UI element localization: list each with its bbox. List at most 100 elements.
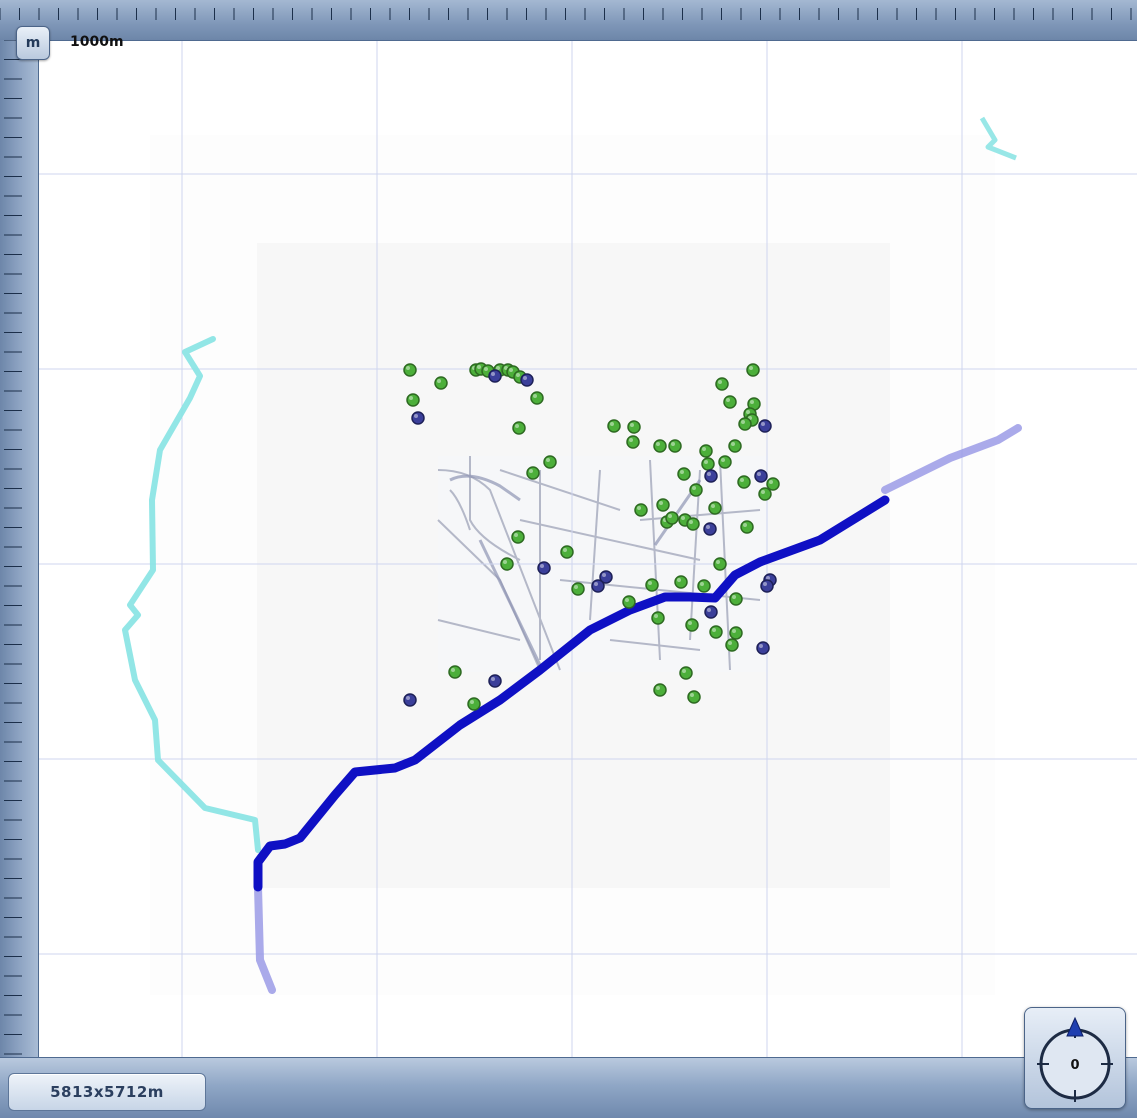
blue-poi-marker[interactable] <box>537 561 551 575</box>
green-poi-marker[interactable] <box>737 475 751 489</box>
green-poi-marker[interactable] <box>718 455 732 469</box>
green-poi-marker[interactable] <box>526 466 540 480</box>
map-canvas[interactable] <box>39 41 1137 1057</box>
green-poi-marker[interactable] <box>758 487 772 501</box>
green-poi-marker[interactable] <box>403 363 417 377</box>
blue-poi-marker[interactable] <box>520 373 534 387</box>
blue-poi-marker[interactable] <box>704 605 718 619</box>
green-poi-marker[interactable] <box>626 435 640 449</box>
green-poi-marker-highlight <box>515 424 519 428</box>
green-poi-marker[interactable] <box>448 665 462 679</box>
green-poi-marker-highlight <box>769 480 773 484</box>
blue-poi-marker[interactable] <box>411 411 425 425</box>
green-poi-marker-highlight <box>409 396 413 400</box>
green-poi-marker[interactable] <box>656 498 670 512</box>
green-poi-marker[interactable] <box>729 592 743 606</box>
green-poi-marker-highlight <box>704 460 708 464</box>
green-poi-marker-highlight <box>563 548 567 552</box>
blue-poi-marker[interactable] <box>703 522 717 536</box>
green-poi-marker[interactable] <box>668 439 682 453</box>
green-poi-marker[interactable] <box>665 511 679 525</box>
main-route[interactable] <box>253 495 890 892</box>
green-poi-marker[interactable] <box>679 666 693 680</box>
map-view[interactable] <box>39 41 1137 1057</box>
green-poi-marker-highlight <box>574 585 578 589</box>
green-poi-marker[interactable] <box>651 611 665 625</box>
blue-poi-marker-highlight <box>594 582 598 586</box>
green-poi-marker-highlight <box>503 560 507 564</box>
green-poi-marker[interactable] <box>766 477 780 491</box>
blue-poi-marker-highlight <box>763 582 767 586</box>
green-poi-marker[interactable] <box>746 363 760 377</box>
green-poi-marker[interactable] <box>725 638 739 652</box>
blue-poi-marker[interactable] <box>760 579 774 593</box>
green-poi-marker-highlight <box>516 373 520 377</box>
route-tail-south[interactable] <box>254 883 276 994</box>
blue-poi-marker-highlight <box>491 677 495 681</box>
blue-poi-marker[interactable] <box>756 641 770 655</box>
green-poi-marker[interactable] <box>571 582 585 596</box>
green-poi-marker[interactable] <box>406 393 420 407</box>
green-poi-marker[interactable] <box>697 579 711 593</box>
green-poi-marker[interactable] <box>653 683 667 697</box>
green-poi-marker[interactable] <box>607 419 621 433</box>
blue-poi-marker[interactable] <box>599 570 613 584</box>
green-poi-marker-highlight <box>656 442 660 446</box>
route-tail-east[interactable] <box>881 424 1022 494</box>
green-poi-marker[interactable] <box>699 444 713 458</box>
green-poi-marker[interactable] <box>715 377 729 391</box>
blue-poi-marker-highlight <box>757 472 761 476</box>
green-poi-marker[interactable] <box>634 503 648 517</box>
green-poi-marker[interactable] <box>645 578 659 592</box>
green-poi-marker[interactable] <box>674 575 688 589</box>
green-poi-marker[interactable] <box>728 439 742 453</box>
green-poi-marker[interactable] <box>530 391 544 405</box>
map-size-display[interactable]: 5813x5712m <box>8 1073 206 1111</box>
green-poi-marker[interactable] <box>677 467 691 481</box>
green-poi-marker[interactable] <box>653 439 667 453</box>
cyan-route[interactable] <box>122 336 261 853</box>
green-poi-marker[interactable] <box>689 483 703 497</box>
green-poi-marker[interactable] <box>543 455 557 469</box>
green-poi-marker[interactable] <box>500 557 514 571</box>
green-poi-marker[interactable] <box>627 420 641 434</box>
blue-poi-marker[interactable] <box>754 469 768 483</box>
green-poi-marker[interactable] <box>434 376 448 390</box>
green-poi-marker[interactable] <box>511 530 525 544</box>
green-poi-marker[interactable] <box>685 618 699 632</box>
green-poi-marker-highlight <box>451 668 455 672</box>
green-poi-marker[interactable] <box>622 595 636 609</box>
poi-markers[interactable] <box>403 362 780 711</box>
blue-poi-marker[interactable] <box>591 579 605 593</box>
compass-button[interactable]: 0 <box>1024 1007 1126 1109</box>
green-poi-marker[interactable] <box>701 457 715 471</box>
green-poi-marker-highlight <box>702 447 706 451</box>
green-poi-marker[interactable] <box>740 520 754 534</box>
blue-poi-marker[interactable] <box>758 419 772 433</box>
green-poi-marker[interactable] <box>709 625 723 639</box>
green-poi-marker-highlight <box>680 470 684 474</box>
green-poi-marker[interactable] <box>560 545 574 559</box>
green-poi-marker[interactable] <box>708 501 722 515</box>
green-poi-marker[interactable] <box>729 626 743 640</box>
green-poi-marker-highlight <box>732 595 736 599</box>
green-poi-marker[interactable] <box>723 395 737 409</box>
green-poi-marker-highlight <box>484 367 488 371</box>
green-poi-marker[interactable] <box>713 557 727 571</box>
green-poi-marker[interactable] <box>467 697 481 711</box>
blue-poi-marker[interactable] <box>704 469 718 483</box>
blue-poi-marker-highlight <box>761 422 765 426</box>
green-poi-marker[interactable] <box>686 517 700 531</box>
blue-poi-marker[interactable] <box>488 369 502 383</box>
blue-poi-marker[interactable] <box>488 674 502 688</box>
green-poi-marker-highlight <box>688 621 692 625</box>
green-poi-marker[interactable] <box>738 417 752 431</box>
top-ruler-ticks <box>0 8 1132 20</box>
green-poi-marker[interactable] <box>512 421 526 435</box>
unit-toggle-button[interactable]: m <box>16 26 50 60</box>
cyan-route-segment[interactable] <box>979 116 1017 161</box>
blue-poi-marker[interactable] <box>403 693 417 707</box>
blue-poi-marker-highlight <box>766 576 770 580</box>
green-poi-marker-highlight <box>726 398 730 402</box>
green-poi-marker[interactable] <box>687 690 701 704</box>
